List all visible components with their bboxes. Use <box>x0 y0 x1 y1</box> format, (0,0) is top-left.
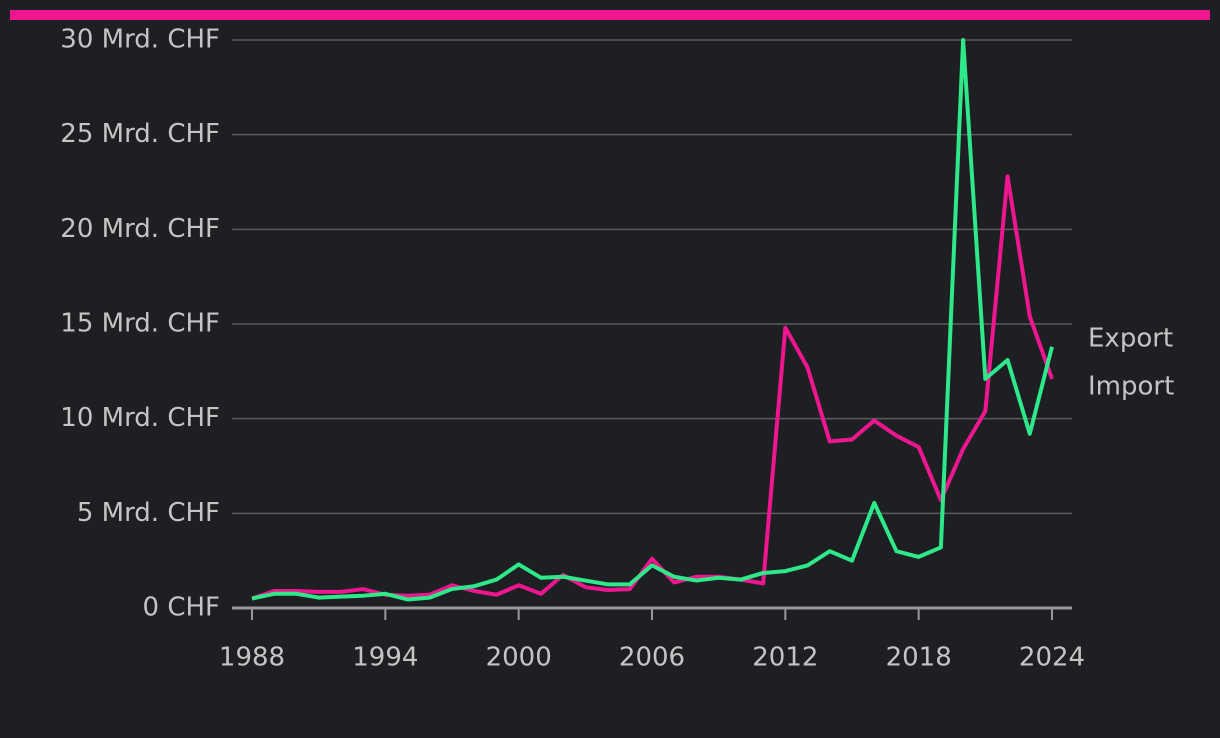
x-tick-label: 1994 <box>352 643 418 673</box>
data-line <box>251 38 1054 602</box>
y-tick-label: 25 Mrd. CHF <box>60 119 220 149</box>
x-tick-label: 1988 <box>219 643 285 673</box>
y-tick-label: 20 Mrd. CHF <box>60 214 220 244</box>
x-tick-label: 2000 <box>486 643 552 673</box>
legend-label: Export <box>1088 323 1173 353</box>
y-tick-label: 5 Mrd. CHF <box>77 498 220 528</box>
x-tick-label: 2012 <box>752 643 818 673</box>
y-tick-label: 0 CHF <box>143 593 220 623</box>
y-tick-label: 15 Mrd. CHF <box>60 309 220 339</box>
x-tick-label: 2018 <box>886 643 952 673</box>
top-accent-bar <box>10 10 1210 20</box>
legend-label: Import <box>1088 371 1174 401</box>
y-tick-label: 30 Mrd. CHF <box>60 25 220 55</box>
y-tick-label: 10 Mrd. CHF <box>60 403 220 433</box>
x-tick-label: 2024 <box>1019 643 1085 673</box>
x-tick-label: 2006 <box>619 643 685 673</box>
